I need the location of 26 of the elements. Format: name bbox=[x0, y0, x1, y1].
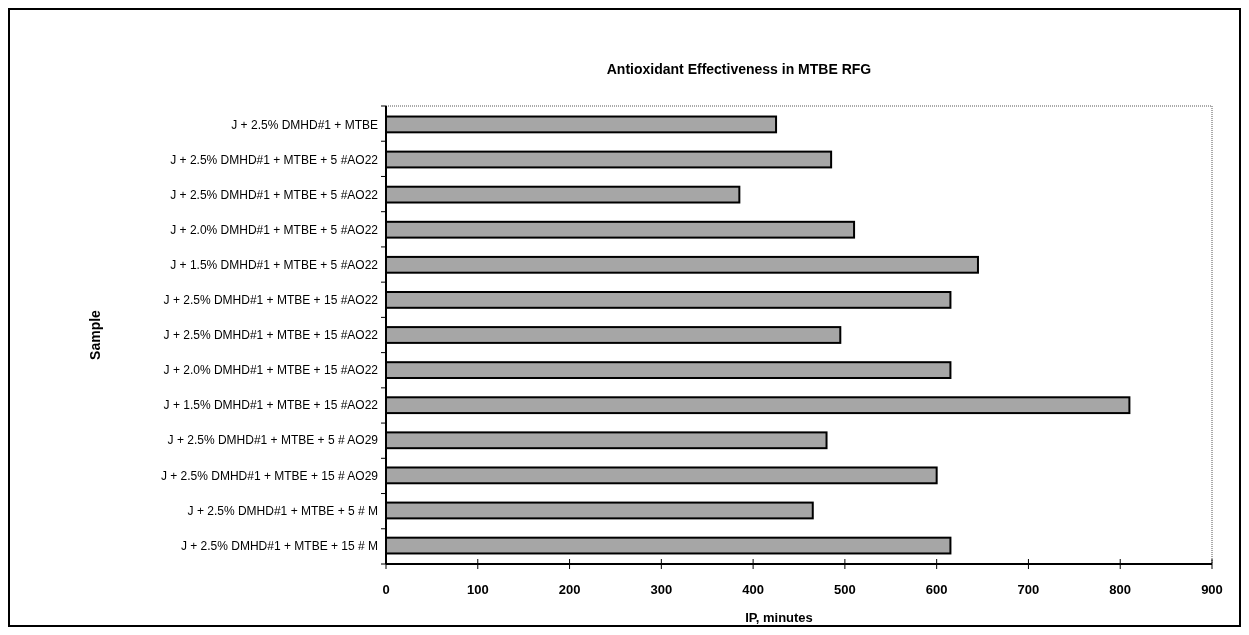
y-tick-label: J + 1.5% DMHD#1 + MTBE + 5 #AO22 bbox=[170, 258, 379, 273]
y-tick-label: J + 2.5% DMHD#1 + MTBE + 15 # M bbox=[180, 538, 378, 553]
x-tick-label: 500 bbox=[834, 582, 856, 597]
x-tick-label: 100 bbox=[466, 582, 489, 597]
y-tick-label: J + 2.0% DMHD#1 + MTBE + 5 #AO22 bbox=[170, 222, 379, 237]
y-tick-label: J + 2.5% DMHD#1 + MTBE + 5 #AO22 bbox=[170, 187, 379, 202]
x-tick-label: 300 bbox=[650, 582, 673, 597]
x-axis-title: IP, minutes bbox=[745, 610, 813, 625]
chart-title: Antioxidant Effectiveness in MTBE RFG bbox=[606, 61, 872, 77]
y-tick-label: J + 2.5% DMHD#1 + MTBE + 15 # AO29 bbox=[160, 468, 379, 483]
x-tick-label: 900 bbox=[1201, 582, 1223, 597]
y-axis-title: Sample bbox=[87, 309, 103, 360]
x-tick-label: 200 bbox=[558, 582, 581, 597]
y-tick-label: J + 2.5% DMHD#1 + MTBE + 5 # M bbox=[187, 503, 378, 518]
y-tick-label: J + 2.5% DMHD#1 + MTBE + 5 # AO29 bbox=[167, 433, 379, 448]
x-tick-label: 400 bbox=[742, 582, 764, 597]
y-tick-label: J + 2.5% DMHD#1 + MTBE + 15 #AO22 bbox=[163, 328, 379, 343]
x-tick-label: 0 bbox=[382, 582, 390, 597]
y-tick-label: J + 2.5% DMHD#1 + MTBE + 15 #AO22 bbox=[163, 293, 379, 308]
x-tick-label: 600 bbox=[925, 582, 948, 597]
y-tick-label: J + 2.5% DMHD#1 + MTBE + 5 #AO22 bbox=[170, 152, 379, 167]
y-tick-label: J + 2.0% DMHD#1 + MTBE + 15 #AO22 bbox=[163, 363, 379, 378]
x-tick-label: 700 bbox=[1017, 582, 1040, 597]
x-tick-label: 800 bbox=[1109, 582, 1132, 597]
y-tick-label: J + 1.5% DMHD#1 + MTBE + 15 #AO22 bbox=[163, 398, 379, 413]
y-tick-label: J + 2.5% DMHD#1 + MTBE bbox=[231, 117, 378, 132]
